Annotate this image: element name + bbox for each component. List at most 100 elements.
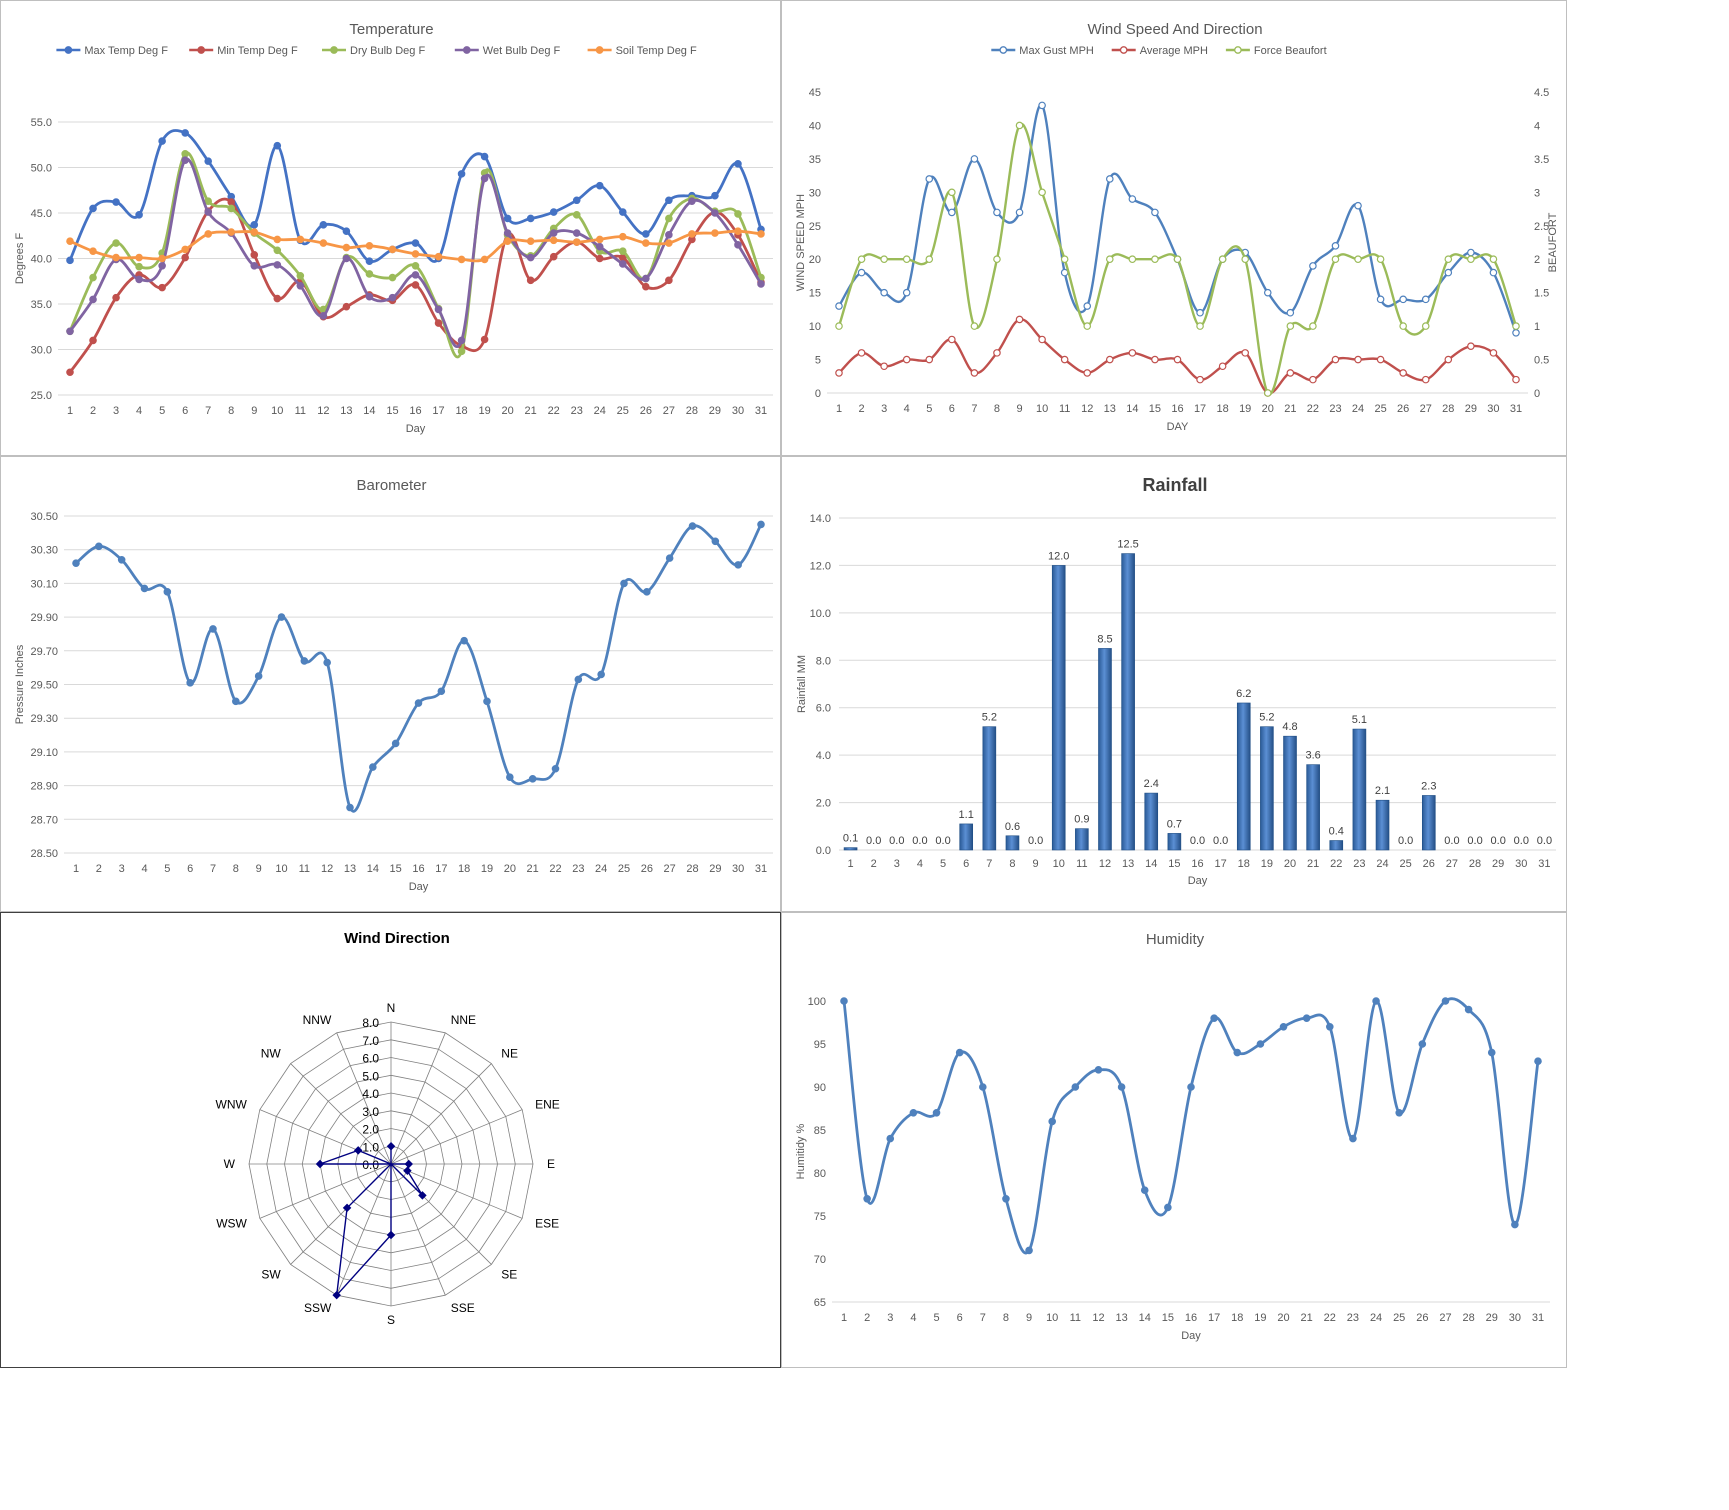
- data-point: [273, 141, 282, 150]
- data-point: [1444, 355, 1453, 364]
- data-point: [273, 246, 282, 255]
- data-point: [66, 237, 74, 246]
- y-tick-label: 40.0: [31, 254, 52, 266]
- x-tick-label: 16: [1191, 858, 1203, 870]
- radar-point: [404, 1159, 414, 1169]
- data-point: [1256, 1040, 1265, 1048]
- x-tick-label: 4: [136, 405, 142, 417]
- data-point: [572, 196, 581, 205]
- data-label: 6.2: [1236, 688, 1251, 700]
- direction-label: ESE: [535, 1217, 559, 1231]
- radar-spoke: [290, 1063, 392, 1165]
- data-point: [483, 697, 491, 706]
- data-point: [273, 294, 282, 303]
- y-tick-label: 75: [814, 1211, 826, 1223]
- data-point: [526, 276, 535, 285]
- data-point: [620, 579, 628, 588]
- data-point: [181, 129, 189, 137]
- x-tick-label: 17: [1215, 858, 1227, 870]
- data-point: [734, 561, 742, 569]
- x-tick-label: 15: [390, 863, 402, 875]
- x-tick-label: 5: [164, 863, 170, 875]
- radar-spoke: [390, 1063, 492, 1165]
- x-axis-label: DAY: [1167, 421, 1189, 433]
- data-point: [970, 369, 979, 377]
- data-label: 0.9: [1074, 814, 1089, 826]
- data-point: [1286, 369, 1295, 377]
- data-point: [1083, 369, 1092, 377]
- data-point: [572, 229, 581, 237]
- y-tick-label: 70: [814, 1254, 826, 1266]
- bar: [1375, 799, 1390, 851]
- y2-tick-label: 2: [1534, 254, 1540, 266]
- x-tick-label: 13: [340, 405, 352, 417]
- data-label: 5.2: [1259, 712, 1274, 724]
- data-point: [734, 241, 742, 249]
- y-tick-label: 10.0: [810, 608, 831, 620]
- data-point: [1286, 308, 1295, 317]
- legend-marker: [197, 46, 206, 54]
- x-tick-label: 29: [1492, 858, 1504, 870]
- x-tick-label: 2: [90, 405, 96, 417]
- legend-label: Average MPH: [1140, 45, 1208, 57]
- data-point: [665, 239, 673, 247]
- x-tick-label: 18: [1238, 858, 1250, 870]
- data-point: [1210, 1014, 1218, 1023]
- direction-label: SW: [261, 1267, 281, 1281]
- x-tick-label: 20: [1284, 858, 1296, 870]
- x-tick-label: 9: [251, 405, 257, 417]
- wind-direction-chart-svg: Wind Direction N NNE NE ENE E ESE SE SSE S SSW SW WS…: [216, 930, 560, 1327]
- data-point: [1489, 255, 1498, 264]
- data-point: [1512, 328, 1520, 337]
- x-tick-label: 2: [871, 858, 877, 870]
- radar-spoke: [390, 1163, 523, 1219]
- x-tick-label: 7: [986, 858, 992, 870]
- data-point: [457, 170, 466, 178]
- y-tick-label: 29.10: [30, 747, 58, 759]
- data-point: [1309, 262, 1317, 270]
- temperature-chart-svg: Temperature 25.0 30.0 35.0 40.0 45.0 50.0 55.0 1…: [14, 21, 773, 435]
- direction-label: WSW: [216, 1217, 247, 1231]
- x-tick-label: 23: [572, 863, 584, 875]
- data-point: [434, 305, 443, 314]
- x-tick-label: 7: [210, 863, 216, 875]
- x-tick-label: 31: [1532, 1312, 1544, 1324]
- data-point: [857, 349, 866, 357]
- data-point: [886, 1134, 895, 1143]
- data-point: [1421, 295, 1430, 304]
- x-tick-label: 27: [664, 863, 676, 875]
- x-tick-label: 23: [1353, 858, 1365, 870]
- data-point: [365, 292, 374, 301]
- x-tick-label: 27: [1439, 1312, 1451, 1324]
- data-point: [993, 255, 1001, 264]
- data-label: 5.2: [982, 712, 997, 724]
- data-label: 0.0: [1444, 835, 1459, 847]
- x-tick-label: 28: [1469, 858, 1481, 870]
- data-label: 2.3: [1421, 780, 1436, 792]
- x-tick-label: 19: [1261, 858, 1273, 870]
- data-point: [342, 302, 351, 311]
- data-point: [1279, 1023, 1288, 1031]
- data-point: [734, 210, 742, 218]
- data-label: 0.6: [1005, 821, 1020, 833]
- data-point: [1105, 355, 1114, 364]
- y2-axis-label: BEAUFORT: [1547, 212, 1559, 272]
- data-point: [112, 239, 120, 247]
- x-tick-label: 31: [1510, 403, 1522, 415]
- data-label: 4.8: [1282, 721, 1297, 733]
- data-point: [1105, 255, 1114, 264]
- data-label: 2.4: [1144, 778, 1159, 790]
- direction-label: E: [547, 1157, 555, 1171]
- data-point: [711, 229, 719, 237]
- x-tick-label: 15: [1168, 858, 1180, 870]
- data-point: [1331, 255, 1340, 264]
- x-tick-label: 14: [363, 405, 375, 417]
- x-tick-label: 12: [317, 405, 329, 417]
- y-tick-label: 30.0: [31, 345, 52, 357]
- x-tick-label: 28: [1462, 1312, 1474, 1324]
- data-point: [1071, 1083, 1080, 1091]
- data-point: [342, 243, 351, 252]
- x-tick-label: 4: [917, 858, 923, 870]
- y-tick-label: 85: [814, 1125, 826, 1137]
- x-tick-label: 26: [1416, 1312, 1428, 1324]
